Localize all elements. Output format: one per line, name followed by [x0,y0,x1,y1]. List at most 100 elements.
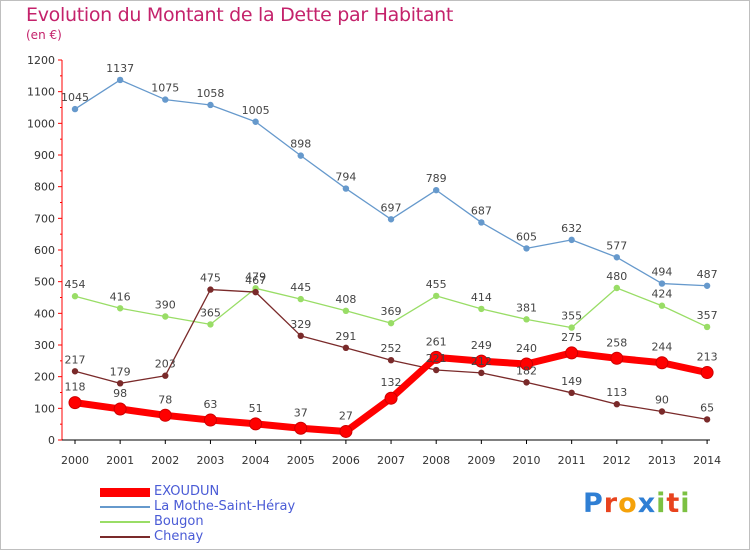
data-point [658,280,666,287]
data-label: 118 [65,381,86,394]
series-layer [68,76,714,438]
data-point [433,186,440,194]
data-point [613,284,620,292]
x-tick-label: 2002 [151,454,179,467]
legend-swatch [100,506,150,508]
data-point [71,368,79,375]
data-point [655,356,669,370]
data-label: 577 [606,239,627,252]
data-label: 90 [655,394,669,407]
data-point [613,401,620,408]
data-label: 455 [426,278,447,291]
data-point [297,152,304,159]
data-label: 63 [203,398,217,411]
data-label: 1005 [242,104,270,117]
chart-title: Evolution du Montant de la Dette par Hab… [26,4,454,26]
y-tick-label: 1000 [27,117,55,130]
chart-axes: 0 100 200 300 400 500 600 700 800 900 1000 1100 1200… [27,54,721,467]
chart-subtitle: (en €) [26,28,62,42]
data-label: 414 [471,291,492,304]
data-point [429,350,443,364]
data-label: 261 [426,335,447,348]
data-point [339,424,353,438]
data-label: 424 [651,288,672,301]
data-label: 1045 [61,91,89,104]
data-point [68,396,82,410]
data-label: 480 [606,270,627,283]
data-point [113,402,127,416]
data-label: 454 [65,278,86,291]
y-tick-label: 1100 [27,86,55,99]
legend-swatch [100,487,150,497]
data-point [162,96,169,103]
data-label: 113 [606,386,627,399]
data-label: 898 [290,138,311,151]
data-point [433,366,440,374]
data-label: 179 [110,365,131,378]
y-tick-label: 500 [34,276,55,289]
legend-swatch [100,536,150,538]
data-label: 252 [381,342,402,355]
data-label: 494 [651,266,672,279]
data-label: 149 [561,375,582,388]
data-point [252,118,259,125]
x-tick-label: 2010 [513,454,541,467]
data-point [613,254,620,261]
data-label: 249 [471,339,492,352]
data-point [523,379,530,386]
data-point [207,321,214,328]
y-tick-label: 1200 [27,54,55,67]
legend-label: La Mothe-Saint-Héray [154,499,296,514]
x-tick-label: 2005 [287,454,315,467]
data-label: 605 [516,230,537,243]
legend-item: Bougon [100,515,204,529]
y-tick-label: 800 [34,181,55,194]
data-label: 1058 [196,87,224,100]
data-label: 487 [697,268,718,281]
data-point [71,293,79,300]
x-tick-label: 2001 [106,454,134,467]
data-point [658,302,666,309]
data-point [700,366,714,380]
x-tick-label: 2008 [422,454,450,467]
data-label: 357 [697,309,718,322]
logo-letter: t [666,488,681,519]
logo-letter: x [637,488,657,519]
logo-letter: P [583,488,604,519]
data-point [523,316,530,323]
data-label: 789 [426,172,447,185]
y-tick-label: 0 [48,434,55,447]
legend-item: La Mothe-Saint-Héray [100,500,295,514]
data-label: 1137 [106,62,134,75]
legend-label: EXOUDUN [154,484,220,499]
data-label: 475 [200,272,221,285]
data-point [116,380,124,387]
data-label: 632 [561,222,582,235]
data-point [610,351,624,365]
y-tick-label: 700 [34,212,55,225]
data-label: 365 [200,306,221,319]
data-point [387,357,395,364]
data-point [568,389,575,397]
data-point [342,344,350,352]
legend-label: Bougon [154,514,204,529]
data-label: 203 [155,358,176,371]
data-label: 244 [651,341,672,354]
data-label: 217 [65,353,86,366]
data-label: 416 [110,290,131,303]
data-label: 697 [381,201,402,214]
y-tick-label: 100 [34,402,55,415]
x-tick-label: 2000 [61,454,89,467]
x-tick-label: 2014 [693,454,721,467]
data-point [568,236,575,244]
data-label: 51 [249,402,263,415]
data-label: 479 [245,270,266,283]
data-point [658,408,666,415]
y-tick-label: 300 [34,339,55,352]
data-point [162,313,169,320]
data-label: 408 [335,293,356,306]
x-tick-label: 2003 [196,454,224,467]
data-point [203,413,217,427]
data-point [162,372,169,379]
